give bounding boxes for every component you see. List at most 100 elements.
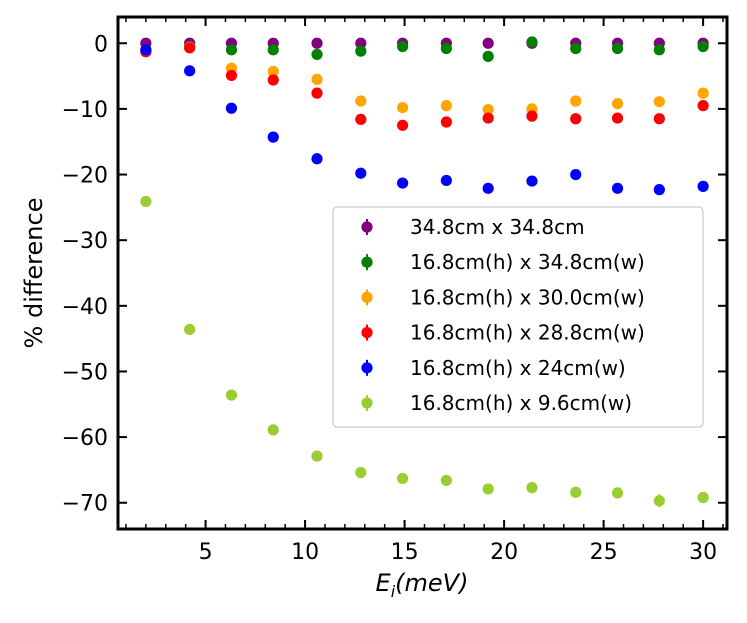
y-tick-label: −50: [62, 360, 108, 385]
data-point: [311, 153, 323, 165]
data-point: [526, 175, 538, 187]
data-point: [570, 95, 582, 107]
y-tick-label: −20: [62, 164, 108, 189]
data-point: [697, 491, 709, 504]
data-point: [570, 486, 582, 498]
legend-marker: [361, 362, 373, 374]
data-point: [611, 42, 624, 55]
data-point: [311, 48, 323, 61]
data-point: [653, 96, 665, 108]
y-tick-label: −60: [62, 426, 108, 451]
data-point: [355, 167, 367, 179]
y-tick-label: −40: [62, 295, 108, 320]
data-point: [140, 195, 152, 208]
data-point: [697, 87, 709, 99]
data-point: [482, 50, 494, 62]
data-point: [396, 472, 409, 485]
data-point: [225, 389, 238, 401]
data-point: [526, 482, 538, 494]
legend-label: 16.8cm(h) x 28.8cm(w): [410, 321, 645, 345]
legend-marker: [361, 327, 373, 339]
y-tick-label: −30: [62, 229, 108, 254]
data-point: [311, 73, 323, 85]
data-point: [267, 44, 279, 56]
data-point: [526, 36, 538, 48]
x-tick-label: 20: [490, 540, 518, 565]
x-axis-title-unit: (meV): [395, 569, 468, 597]
plot-frame: [116, 15, 729, 531]
data-point: [396, 119, 409, 131]
y-tick-label: 0: [94, 32, 108, 57]
data-point: [184, 65, 196, 77]
data-point: [440, 116, 452, 128]
tick-labels: 5 10 15 20 25 30 0 −10 −20 −30 −40 −50 −60 −70: [62, 32, 718, 565]
y-tick-label: −10: [62, 98, 108, 123]
data-point: [611, 487, 624, 499]
legend-box: [332, 206, 704, 428]
data-point: [440, 474, 452, 487]
data-point: [697, 100, 709, 112]
data-point: [653, 495, 665, 507]
legend-label: 16.8cm(h) x 30.0cm(w): [410, 285, 645, 309]
data-point: [267, 74, 279, 86]
x-tick-label: 10: [291, 540, 319, 565]
x-tick-label: 30: [689, 540, 717, 565]
data-point: [355, 95, 367, 107]
data-point: [396, 40, 409, 53]
data-point: [440, 174, 452, 187]
data-point: [611, 182, 624, 194]
data-point: [440, 100, 452, 112]
data-point: [184, 42, 196, 54]
data-point: [225, 44, 238, 56]
data-point: [311, 450, 323, 462]
data-point: [611, 98, 624, 110]
legend-label: 16.8cm(h) x 34.8cm(w): [410, 250, 645, 274]
data-point: [653, 44, 665, 56]
data-point: [267, 131, 279, 143]
x-tick-label: 15: [391, 540, 419, 565]
y-tick-label: −70: [62, 492, 108, 517]
data-point: [482, 37, 494, 49]
legend-label: 16.8cm(h) x 9.6cm(w): [410, 391, 632, 415]
legend-items: 34.8cm x 34.8cm 16.8cm(h) x 34.8cm(w) 16.8…: [361, 215, 645, 415]
data-point: [184, 323, 196, 336]
x-tick-label: 5: [199, 540, 213, 565]
data-point: [440, 42, 452, 55]
data-point: [225, 69, 238, 82]
data-point: [225, 102, 238, 114]
data-point: [482, 483, 494, 495]
y-axis-title: % difference: [20, 198, 48, 349]
data-point: [570, 168, 582, 181]
data-point: [140, 44, 152, 56]
legend-label: 34.8cm x 34.8cm: [410, 215, 585, 239]
data-point: [482, 182, 494, 194]
data-point: [267, 65, 279, 78]
data-point: [482, 103, 494, 116]
x-axis-title-main: E: [376, 569, 392, 597]
x-axis-title-subscript: i: [391, 582, 396, 601]
data-point: [611, 112, 624, 124]
data-point: [311, 87, 323, 99]
data-point: [355, 466, 367, 479]
data-point: [396, 177, 409, 189]
legend-marker: [361, 291, 373, 303]
legend-label: 16.8cm(h) x 24cm(w): [410, 356, 626, 380]
legend-marker: [361, 221, 373, 233]
x-tick-label: 25: [590, 540, 618, 565]
data-point: [653, 113, 665, 125]
data-point: [482, 112, 494, 124]
data-point: [653, 184, 665, 196]
legend: 34.8cm x 34.8cm 16.8cm(h) x 34.8cm(w) 16.8…: [332, 206, 704, 428]
data-point: [570, 42, 582, 55]
data-point: [355, 45, 367, 57]
data-point: [396, 101, 409, 114]
data-point: [697, 180, 709, 192]
data-point: [267, 424, 279, 436]
data-point: [697, 40, 709, 53]
data-point: [355, 37, 367, 49]
data-point: [355, 113, 367, 125]
data-point: [526, 110, 538, 122]
data-points: [140, 36, 709, 507]
x-axis-title: Ei(meV): [376, 569, 469, 601]
